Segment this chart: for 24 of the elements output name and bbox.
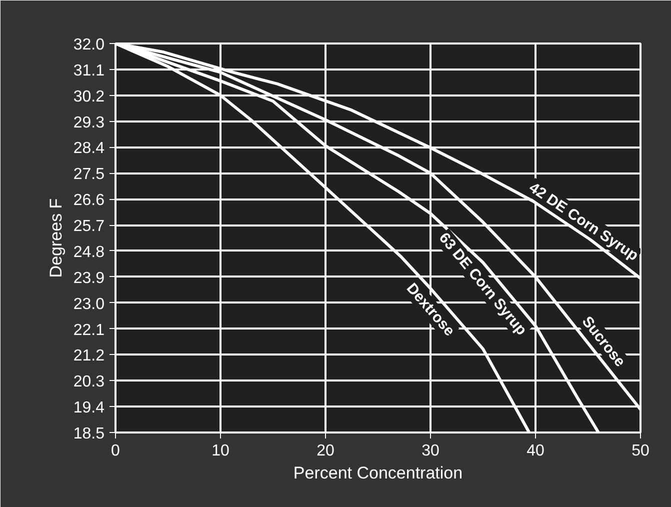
y-tick-label: 26.6 bbox=[73, 192, 105, 210]
y-tick-label: 20.3 bbox=[73, 374, 105, 391]
y-tick-label: 29.3 bbox=[73, 114, 105, 132]
x-tick-label: 20 bbox=[316, 442, 334, 460]
y-axis-title: Degrees F bbox=[46, 198, 66, 278]
x-tick-label: 30 bbox=[422, 442, 440, 460]
y-tick-label: 32.0 bbox=[73, 36, 105, 54]
y-tick-label: 21.2 bbox=[73, 348, 105, 365]
y-tick-label: 19.4 bbox=[73, 400, 105, 417]
y-tick-label: 23.9 bbox=[73, 270, 105, 287]
y-tick-label: 24.8 bbox=[73, 244, 105, 261]
x-tick-label: 10 bbox=[212, 442, 230, 460]
y-tick-label: 31.1 bbox=[73, 62, 105, 80]
x-tick-label: 0 bbox=[111, 442, 120, 460]
y-tick-label: 18.5 bbox=[73, 426, 105, 442]
y-tick-label: 30.2 bbox=[73, 88, 105, 106]
y-tick-label: 22.1 bbox=[73, 322, 105, 339]
y-tick-label: 27.5 bbox=[73, 166, 105, 184]
y-tick-label: 23.0 bbox=[73, 296, 105, 313]
x-axis-title: Percent Concentration bbox=[293, 464, 463, 482]
x-tick-label: 50 bbox=[632, 442, 650, 460]
x-tick-label: 40 bbox=[526, 442, 544, 460]
y-tick-label: 25.7 bbox=[73, 218, 105, 236]
y-tick-label: 28.4 bbox=[73, 140, 105, 158]
